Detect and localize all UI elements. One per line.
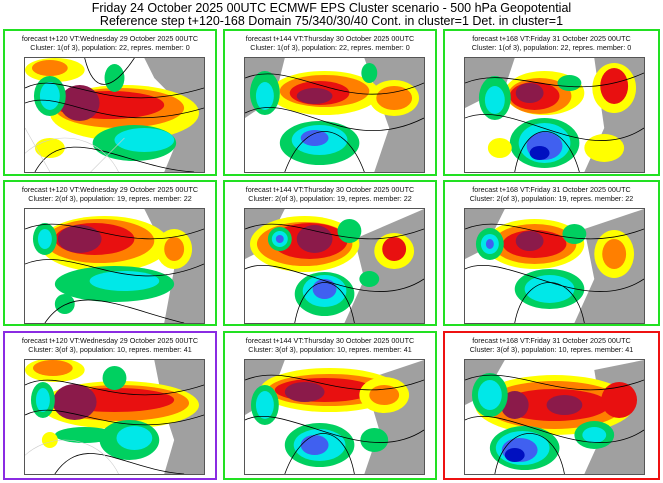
panel-cluster-label: Cluster: 2(of 3), population: 19, repres… [28,194,192,203]
geopotential-map [244,359,425,475]
geopotential-map [24,359,205,475]
panel-forecast-label: forecast t+144 VT:Thursday 30 October 20… [245,185,415,194]
panel-cluster-label: Cluster: 2(of 3), population: 19, repres… [248,194,412,203]
panel-forecast-label: forecast t+120 VT:Wednesday 29 October 2… [21,34,199,43]
panel-forecast-label: forecast t+144 VT:Thursday 30 October 20… [245,34,415,43]
panel-cluster2-t120: forecast t+120 VT:Wednesday 29 October 2… [3,180,217,326]
panel-forecast-label: forecast t+168 VT:Friday 31 October 2025… [472,336,631,345]
panel-cluster3-t144: forecast t+144 VT:Thursday 30 October 20… [223,331,437,480]
geopotential-map [464,208,645,324]
chart-subtitle: Reference step t+120-168 Domain 75/340/3… [99,14,564,28]
panel-cluster-label: Cluster: 1(of 3), population: 22, repres… [250,43,410,52]
panel-cluster-label: Cluster: 3(of 3), population: 10, repres… [469,345,634,354]
panel-forecast-label: forecast t+168 VT:Friday 31 October 2025… [472,34,631,43]
panel-cluster1-t168: forecast t+168 VT:Friday 31 October 2025… [443,29,660,176]
geopotential-map [244,57,425,173]
panel-cluster3-t168: forecast t+168 VT:Friday 31 October 2025… [443,331,660,480]
geopotential-map [24,57,205,173]
panel-cluster2-t144: forecast t+144 VT:Thursday 30 October 20… [223,180,437,326]
geopotential-map [464,359,645,475]
panel-forecast-label: forecast t+144 VT:Thursday 30 October 20… [245,336,415,345]
panel-cluster-label: Cluster: 1(of 3), population: 22, repres… [30,43,190,52]
panel-cluster1-t144: forecast t+144 VT:Thursday 30 October 20… [223,29,437,176]
geopotential-map [464,57,645,173]
geopotential-map [244,208,425,324]
panel-forecast-label: forecast t+168 VT:Friday 31 October 2025… [472,185,631,194]
panel-cluster-label: Cluster: 1(of 3), population: 22, repres… [471,43,632,52]
panel-cluster-label: Cluster: 2(of 3), population: 19, repres… [469,194,634,203]
panel-forecast-label: forecast t+120 VT:Wednesday 29 October 2… [21,185,199,194]
panel-forecast-label: forecast t+120 VT:Wednesday 29 October 2… [21,336,199,345]
geopotential-map [24,208,205,324]
panel-cluster-label: Cluster: 3(of 3), population: 10, repres… [248,345,412,354]
chart-title: Friday 24 October 2025 00UTC ECMWF EPS C… [91,1,572,15]
panel-cluster1-t120: forecast t+120 VT:Wednesday 29 October 2… [3,29,217,176]
panel-cluster-label: Cluster: 3(of 3), population: 10, repres… [28,345,192,354]
panel-cluster3-t120: forecast t+120 VT:Wednesday 29 October 2… [3,331,217,480]
panel-cluster2-t168: forecast t+168 VT:Friday 31 October 2025… [443,180,660,326]
